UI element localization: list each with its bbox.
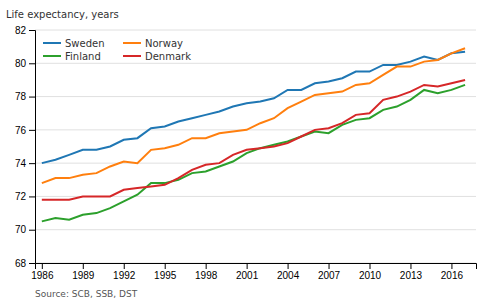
y-tick: 78 xyxy=(15,91,35,102)
y-tick-label: 78 xyxy=(15,91,27,102)
legend-swatch xyxy=(123,55,141,57)
grid-line xyxy=(35,30,476,31)
annotation: Source: SCB, SSB, DST xyxy=(35,289,138,299)
grid-line xyxy=(35,163,476,164)
plot-area: 1986 1989 1992 1995 1998 2001 2004 2007 2010 2013… xyxy=(15,25,477,281)
y-tick-label: 80 xyxy=(15,58,27,69)
grid-line xyxy=(35,63,476,64)
series-line xyxy=(42,80,465,200)
x-tick-label: 1995 xyxy=(154,270,177,281)
x-tick: 2007 xyxy=(318,263,341,281)
x-tick: 1986 xyxy=(31,263,54,281)
y-axis-title: Life expectancy, years xyxy=(6,9,119,20)
y-axis: 68 70 72 74 76 78 80 82 xyxy=(15,25,36,269)
x-tick: 1998 xyxy=(195,263,218,281)
legend-swatch xyxy=(43,55,61,57)
x-tick-mark xyxy=(288,263,289,269)
y-tick-label: 72 xyxy=(15,191,27,202)
y-tick-mark xyxy=(29,163,35,164)
x-tick-label: 2013 xyxy=(400,270,423,281)
x-tick: 2001 xyxy=(236,263,259,281)
x-tick-label: 2007 xyxy=(318,270,341,281)
y-tick-mark xyxy=(29,63,35,64)
x-tick-mark xyxy=(42,263,43,269)
x-tick-mark xyxy=(206,263,207,269)
y-tick: 76 xyxy=(15,125,35,136)
x-tick-label: 1992 xyxy=(113,270,136,281)
grid-line xyxy=(35,229,476,230)
series-line xyxy=(42,48,465,183)
y-tick: 80 xyxy=(15,58,35,69)
x-tick-label: 1986 xyxy=(31,270,54,281)
y-tick-label: 68 xyxy=(15,258,27,269)
x-tick-mark xyxy=(165,263,166,269)
x-tick-mark xyxy=(370,263,371,269)
y-axis-line xyxy=(29,31,36,264)
legend-swatch xyxy=(123,42,141,44)
legend-item: Finland xyxy=(43,51,101,62)
y-tick-mark xyxy=(29,30,35,31)
y-tick-label: 70 xyxy=(15,224,27,235)
x-tick-mark xyxy=(410,263,411,269)
x-tick-label: 2010 xyxy=(359,270,382,281)
y-tick-label: 82 xyxy=(15,25,27,36)
x-tick-label: 1989 xyxy=(72,270,95,281)
x-tick: 2016 xyxy=(441,263,464,281)
x-tick: 1995 xyxy=(154,263,177,281)
x-tick: 1989 xyxy=(72,263,95,281)
grid-line xyxy=(35,96,476,97)
y-tick-label: 74 xyxy=(15,158,27,169)
x-tick-label: 2016 xyxy=(441,270,464,281)
y-tick-mark xyxy=(29,230,35,231)
y-tick: 82 xyxy=(15,25,35,36)
series-line xyxy=(42,52,465,164)
x-tick: 2013 xyxy=(400,263,423,281)
legend-label: Finland xyxy=(65,51,101,62)
x-tick: 2004 xyxy=(277,263,300,281)
legend-item: Norway xyxy=(123,38,183,49)
lines xyxy=(42,48,465,221)
x-tick-label: 2004 xyxy=(277,270,300,281)
x-tick-mark xyxy=(124,263,125,269)
x-tick-mark xyxy=(83,263,84,269)
x-tick-mark xyxy=(329,263,330,269)
y-tick: 74 xyxy=(15,158,35,169)
y-tick-mark xyxy=(29,130,35,131)
y-tick: 72 xyxy=(15,191,35,202)
chart: 1986 1989 1992 1995 1998 2001 2004 2007 2010 2013… xyxy=(0,0,491,303)
legend: Sweden Norway Finland Denmark xyxy=(43,38,191,62)
x-tick: 1992 xyxy=(113,263,136,281)
grid xyxy=(35,30,476,263)
x-axis: 1986 1989 1992 1995 1998 2001 2004 2007 2010 2013… xyxy=(31,263,476,281)
x-tick-label: 2001 xyxy=(236,270,259,281)
x-tick-mark xyxy=(451,263,452,269)
legend-item: Sweden xyxy=(43,38,105,49)
legend-label: Denmark xyxy=(145,51,191,62)
legend-item: Denmark xyxy=(123,51,191,62)
legend-label: Norway xyxy=(145,38,183,49)
y-tick: 68 xyxy=(15,258,35,269)
x-tick: 2010 xyxy=(359,263,382,281)
x-axis-line xyxy=(36,264,477,270)
y-tick-mark xyxy=(29,97,35,98)
legend-label: Sweden xyxy=(65,38,105,49)
x-tick-label: 1998 xyxy=(195,270,218,281)
y-tick-mark xyxy=(29,196,35,197)
legend-swatch xyxy=(43,42,61,44)
series-line xyxy=(42,85,465,221)
y-tick-label: 76 xyxy=(15,125,27,136)
grid-line xyxy=(35,129,476,130)
x-tick-mark xyxy=(247,263,248,269)
y-tick: 70 xyxy=(15,224,35,235)
y-tick-mark xyxy=(29,263,35,264)
